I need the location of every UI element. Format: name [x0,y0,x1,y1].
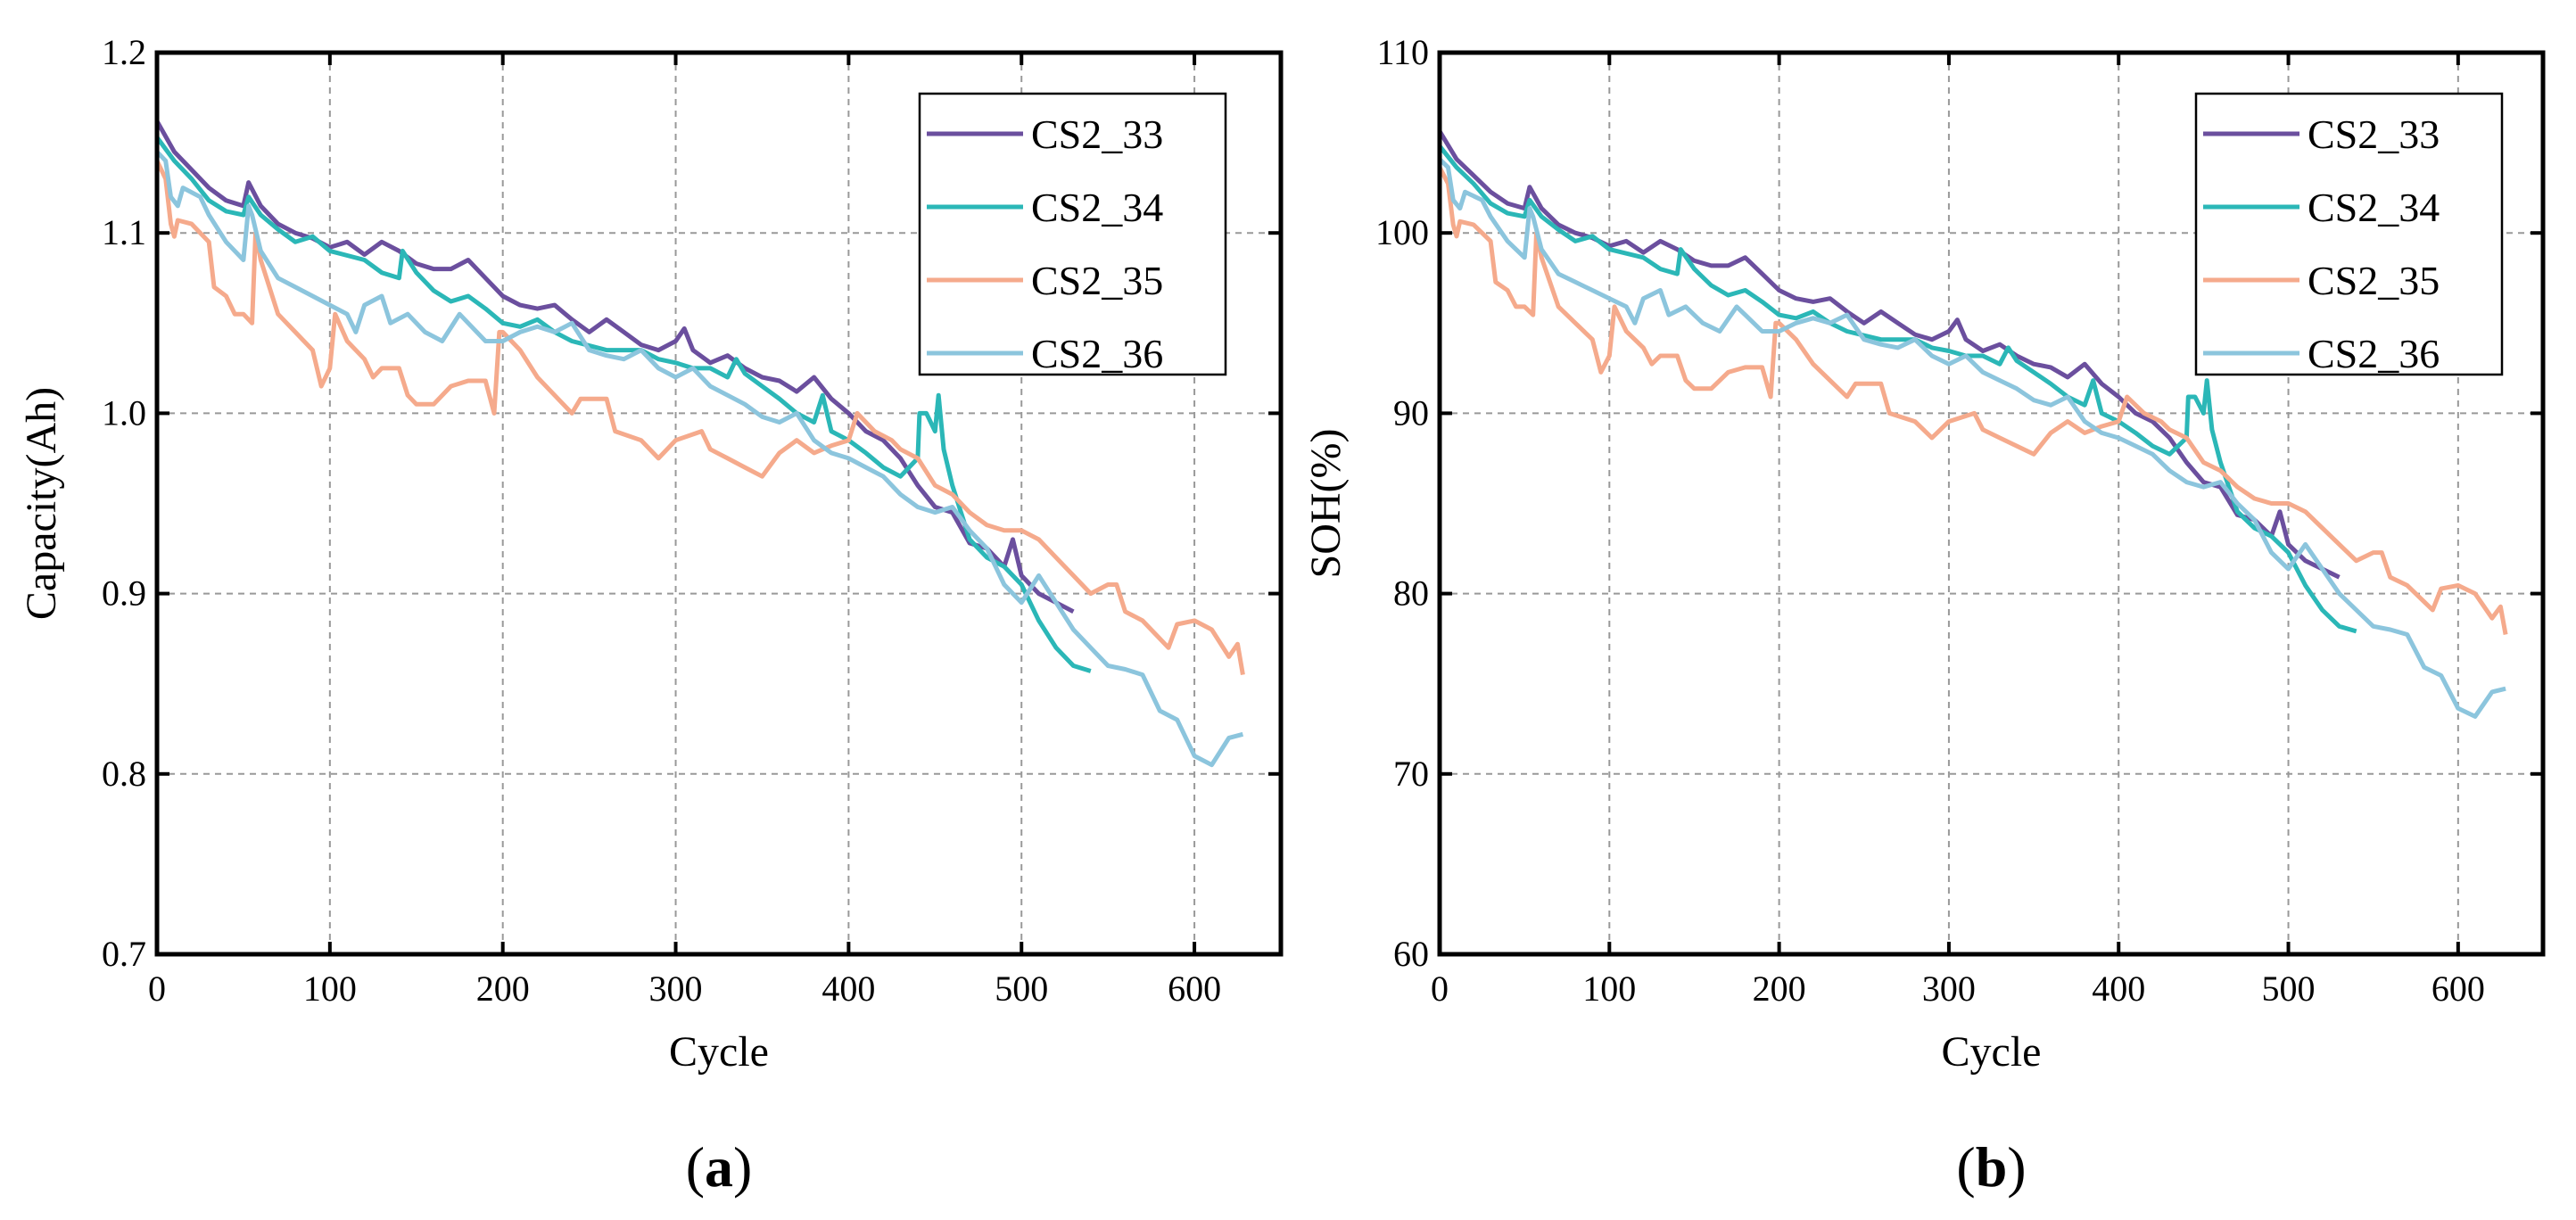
y-tick-label: 110 [1376,32,1429,72]
chart-panel-a: 0 100 200 300 400 500 600 0.7 0.8 0.9 1.0 1.1 1.2 CS2… [18,32,1284,1199]
legend-box [918,92,1227,376]
legend-label: CS2_34 [2308,185,2440,230]
legend-box [2194,92,2504,376]
x-tick-label: 200 [1753,969,1806,1009]
y-tick-label: 1.2 [102,32,146,72]
legend-label: CS2_33 [1031,111,1163,157]
x-tick-label: 600 [1168,969,1221,1009]
series-line-cs2-35 [157,160,1245,676]
legend-label: CS2_33 [2308,111,2440,157]
legend-label: CS2_36 [1031,331,1163,376]
x-tick-label: 500 [995,969,1048,1009]
x-axis-label: Cycle [1942,1028,2042,1076]
series-line-cs2-34 [157,136,1092,673]
plot-frame [1437,50,2546,957]
series-line-cs2-36 [157,150,1244,768]
x-tick-label: 400 [2092,969,2145,1009]
y-tick-label: 1.1 [102,212,146,252]
y-tick-label: 0.7 [102,934,146,974]
y-tick-label: 0.9 [102,573,146,614]
legend-label: CS2_35 [2308,258,2440,303]
x-tick-label: 0 [1431,969,1449,1009]
y-tick-label: 1.0 [102,392,146,433]
panel-label: (a) [686,1135,753,1199]
x-tick-label: 200 [476,969,530,1009]
panel-letter: a [705,1135,733,1199]
legend-label: CS2_35 [1031,258,1163,303]
y-tick-label: 0.8 [102,754,146,794]
legend: CS2_33 CS2_34 CS2_35 CS2_36 [2194,92,2504,376]
x-tick-label: 600 [2432,969,2485,1009]
y-axis-label: Capacity(Ah) [18,387,65,620]
paren-open: ( [686,1135,705,1199]
x-tick-label: 500 [2262,969,2316,1009]
paren-open: ( [1956,1135,1975,1199]
paren-close: ) [733,1135,752,1199]
y-tick-label: 70 [1393,754,1429,794]
legend-label: CS2_36 [2308,331,2440,376]
series-line-cs2-33 [157,120,1075,614]
panel-letter: b [1976,1135,2008,1199]
y-axis-label: SOH(%) [1302,429,1350,579]
legend: CS2_33 CS2_34 CS2_35 CS2_36 [918,92,1227,376]
plot-frame [154,50,1284,957]
series-line-cs2-33 [1440,129,2341,580]
paren-close: ) [2007,1135,2026,1199]
y-tick-label: 100 [1375,212,1429,252]
panel-label: (b) [1956,1135,2026,1199]
chart-panel-b: 0 100 200 300 400 500 60060708090100110CS2_33C… [1302,32,2546,1199]
x-tick-label: 100 [1582,969,1636,1009]
series-line-cs2-34 [1440,144,2357,634]
y-tick-label: 60 [1393,934,1429,974]
y-tick-label: 80 [1393,573,1429,614]
x-tick-label: 0 [148,969,166,1009]
x-tick-label: 400 [822,969,875,1009]
legend-label: CS2_34 [1031,185,1163,230]
x-axis-label: Cycle [669,1028,769,1076]
x-tick-label: 100 [303,969,357,1009]
x-tick-label: 300 [1922,969,1976,1009]
y-tick-label: 90 [1393,392,1429,433]
x-tick-label: 300 [649,969,703,1009]
series-line-cs2-36 [1440,157,2506,719]
series-line-cs2-35 [1440,166,2508,635]
